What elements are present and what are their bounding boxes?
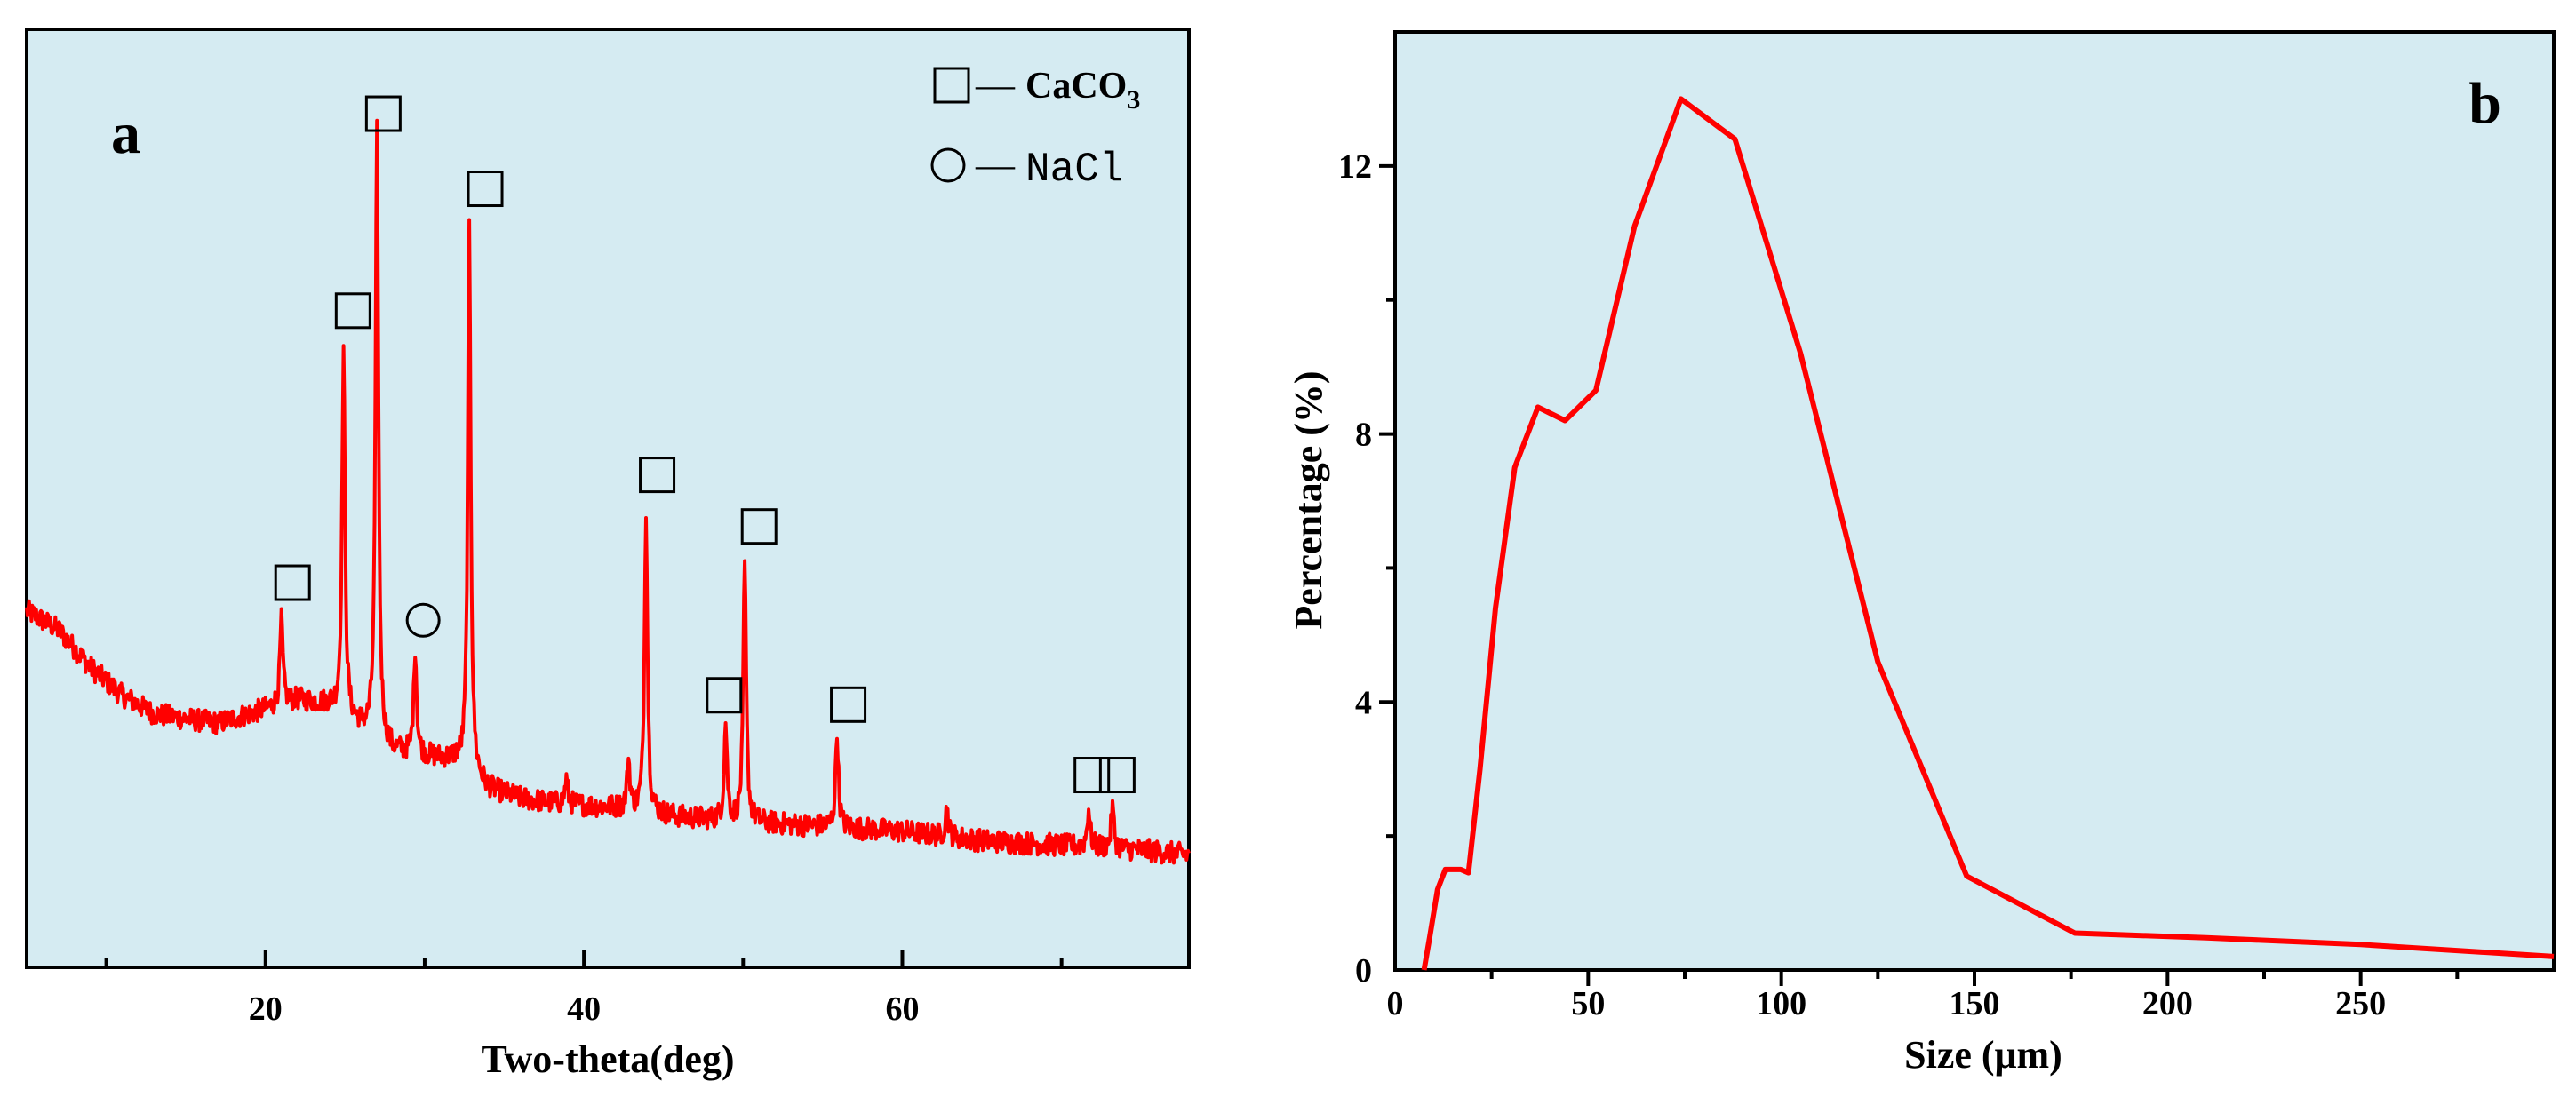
x-tick-label: 0 [1387,985,1404,1022]
legend-circle-icon [930,147,966,183]
peak-markers [274,95,1136,794]
caco3-marker-icon [364,95,402,132]
panel-label-b: b [2468,71,2501,136]
panel-a: 20 40 60 a — CaCO3 — NaCl Two-theta(deg) [25,28,1191,1081]
legend-dash-1: — [975,63,1016,107]
y-tick-label: 8 [1355,417,1372,454]
caco3-marker-icon [639,457,676,494]
caco3-marker-icon [830,686,867,723]
x-tick-label: 60 [885,990,919,1028]
legend-label-caco3: CaCO3 [1025,66,1140,115]
y-tick-labels-b: 0 4 8 12 [1338,148,1372,990]
x-axis-label-a: Two-theta(deg) [481,1037,734,1081]
x-tick-label: 40 [567,990,601,1028]
x-tick-label: 250 [2335,985,2386,1022]
x-tick-labels-a: 20 40 60 [249,990,920,1028]
y-axis-label-b: Percentage (%) [1287,370,1330,629]
caco3-marker-icon [706,677,743,714]
legend-caco3-subscript: 3 [1127,85,1140,115]
legend-label-nacl: NaCl [1025,147,1123,193]
caco3-marker-icon [467,171,504,208]
size-distribution-line [1421,96,2555,971]
x-tick-label: 100 [1756,985,1806,1022]
panel-label-a: a [111,101,140,166]
x-axis-label-b: Size (μm) [1904,1033,2062,1077]
y-tick-label: 0 [1355,952,1372,990]
x-tick-label: 20 [249,990,283,1028]
legend-caco3-text: CaCO [1025,66,1127,107]
y-axis-ticks-b [1379,163,1395,839]
x-tick-labels-b: 0 50 100 150 200 250 [1387,985,2387,1022]
y-tick-label: 12 [1338,148,1372,186]
legend-a: — CaCO3 — NaCl [930,63,1140,193]
x-axis-ticks-b [1489,970,2460,986]
nacl-marker-icon [405,602,441,638]
legend-square-icon [933,67,970,104]
caco3-marker-icon [334,292,371,330]
panel-b: 0 50 100 150 200 250 0 4 8 12 b Size (μm) Percen… [1287,30,2556,1077]
caco3-marker-icon [740,508,778,545]
caco3-marker-icon [274,564,311,601]
x-tick-label: 50 [1571,985,1605,1022]
x-tick-label: 200 [2142,985,2193,1022]
xrd-pattern-line [25,118,1191,865]
plot-area-b [1393,30,2556,972]
x-tick-label: 150 [1950,985,2000,1022]
caco3-marker-icon [1073,757,1111,794]
legend-dash-2: — [975,143,1016,187]
caco3-marker-icon [1098,757,1136,794]
y-tick-label: 4 [1355,684,1372,721]
x-axis-ticks-a [104,950,1064,967]
